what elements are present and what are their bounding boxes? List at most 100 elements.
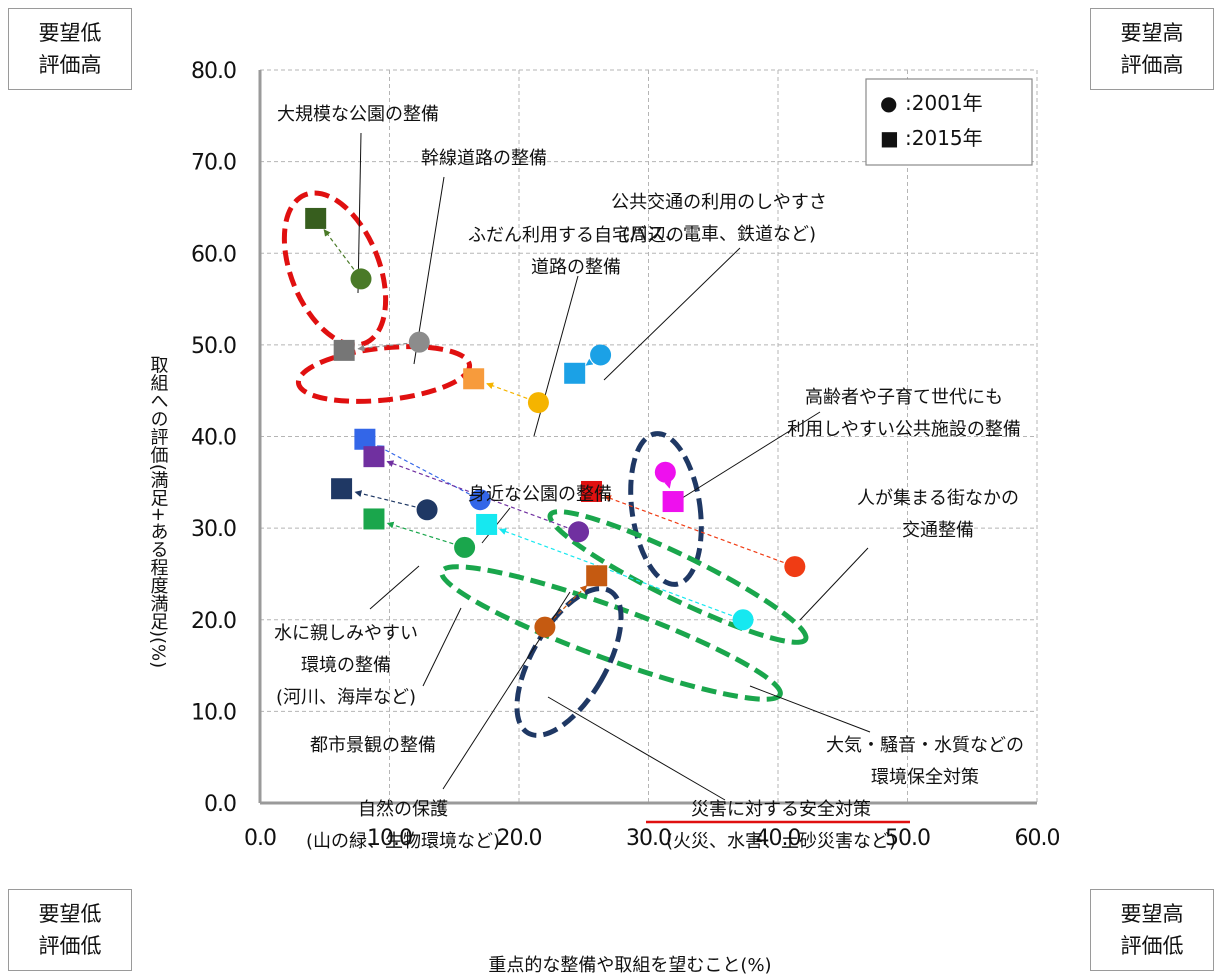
point-2015 [363, 508, 385, 530]
point-2001 [527, 392, 549, 414]
point-2015 [363, 446, 385, 468]
point-2001 [454, 536, 476, 558]
highlight-ellipse [439, 564, 783, 702]
corner-bottom-right-line1: 要望高 [1120, 902, 1184, 926]
point-2001 [408, 331, 430, 353]
data-label: ふだん利用する自宅周辺の [468, 225, 684, 246]
corner-top-left-line1: 要望低 [38, 21, 102, 45]
data-label: 大規模な公園の整備 [277, 104, 439, 125]
corner-bottom-left-line2: 評価低 [38, 934, 102, 958]
corner-top-right-line1: 要望高 [1120, 21, 1184, 45]
point-2001 [784, 556, 806, 578]
point-2001 [654, 461, 676, 483]
y-tick-label: 50.0 [191, 334, 236, 359]
point-2015 [305, 207, 327, 229]
x-tick-label: 10.0 [367, 826, 412, 851]
y-tick-label: 40.0 [191, 426, 236, 451]
x-axis-title: 重点的な整備や取組を望むこと(%) [488, 955, 771, 976]
data-label: 大気・騒音・水質などの [826, 735, 1024, 756]
corner-top-left: 要望低 評価高 [8, 8, 132, 90]
point-2001 [469, 489, 491, 511]
point-2001 [534, 616, 556, 638]
x-tick-label: 20.0 [497, 826, 542, 851]
data-label: 身近な公園の整備 [468, 484, 612, 505]
legend-marker: ● [880, 91, 897, 115]
change-arrow [386, 521, 454, 545]
change-arrow [386, 460, 568, 529]
point-2001 [568, 521, 590, 543]
point-2015 [463, 368, 485, 390]
point-2015 [333, 339, 355, 361]
leader-line [670, 411, 821, 506]
data-label: 道路の整備 [531, 257, 621, 278]
corner-bottom-right: 要望高 評価低 [1090, 889, 1214, 971]
y-tick-label: 0.0 [204, 792, 236, 817]
point-2015 [586, 565, 608, 587]
y-tick-label: 70.0 [191, 151, 236, 176]
leader-line [357, 132, 362, 294]
legend-label: :2015年 [905, 126, 983, 150]
change-arrow [553, 585, 588, 620]
point-2001 [416, 499, 438, 521]
x-tick-label: 0.0 [244, 826, 276, 851]
change-arrow [486, 382, 528, 400]
point-2015 [564, 362, 586, 384]
data-label: 幹線道路の整備 [421, 148, 547, 169]
x-tick-label: 60.0 [1015, 826, 1060, 851]
y-tick-label: 10.0 [191, 700, 236, 725]
point-2001 [350, 268, 372, 290]
highlight-ellipses [281, 190, 809, 738]
data-label: 高齢者や子育て世代にも [805, 387, 1003, 408]
change-arrow [376, 445, 470, 495]
data-label: 利用しやすい公共施設の整備 [787, 419, 1021, 440]
change-arrow [664, 481, 672, 489]
corner-bottom-left: 要望低 評価低 [8, 889, 132, 971]
leader-line [799, 547, 869, 621]
y-tick-label: 60.0 [191, 242, 236, 267]
data-label: 環境の整備 [301, 655, 391, 676]
highlight-ellipse [295, 344, 473, 404]
point-2015 [354, 428, 376, 450]
x-tick-label: 40.0 [756, 826, 801, 851]
x-tick-label: 30.0 [626, 826, 671, 851]
data-label: 水に親しみやすい [274, 623, 418, 644]
leader-line [422, 607, 462, 687]
legend-label: :2001年 [905, 91, 983, 115]
change-arrow [499, 528, 732, 617]
corner-bottom-left-line1: 要望低 [38, 902, 102, 926]
axes: 0.0 10.0 20.0 30.0 40.0 50.0 60.0 0.0 10.0 20.0 30… [148, 59, 1061, 976]
change-arrow [323, 229, 355, 270]
point-2015 [581, 480, 603, 502]
change-arrow [603, 495, 784, 564]
data-label: (山の緑、生物環境など) [306, 831, 500, 852]
legend-marker: ■ [880, 126, 899, 150]
change-arrow [354, 490, 416, 508]
data-label: 交通整備 [902, 520, 974, 541]
data-label: 自然の保護 [358, 799, 448, 820]
x-tick-label: 50.0 [885, 826, 930, 851]
corner-bottom-right-line2: 評価低 [1120, 934, 1184, 958]
data-label: (バス、電車、鉄道など) [622, 224, 816, 245]
change-arrow [357, 342, 408, 352]
point-2001 [732, 609, 754, 631]
y-tick-label: 20.0 [191, 609, 236, 634]
y-tick-label: 30.0 [191, 517, 236, 542]
highlight-ellipse [547, 509, 809, 645]
point-2015 [476, 513, 498, 535]
leader-line [547, 696, 726, 801]
data-points [305, 207, 806, 638]
data-label: 環境保全対策 [871, 767, 979, 788]
point-2015 [662, 491, 684, 513]
point-2015 [331, 478, 353, 500]
corner-top-right: 要望高 評価高 [1090, 8, 1214, 90]
legend: ● :2001年■:2015年 [865, 78, 1033, 166]
leader-line [369, 565, 420, 610]
label-leader-lines [357, 132, 871, 801]
data-label: (火災、水害、土砂災害など) [666, 831, 896, 852]
change-arrow [585, 358, 594, 366]
y-axis-title: 取組への評価(満足+ある程度満足)(%) [148, 356, 169, 668]
data-label: 公共交通の利用のしやすさ [611, 192, 827, 213]
data-label: 人が集まる街なかの [857, 488, 1019, 509]
